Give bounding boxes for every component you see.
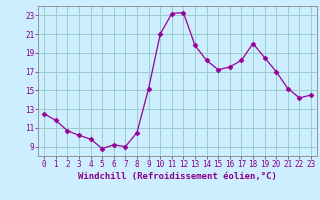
X-axis label: Windchill (Refroidissement éolien,°C): Windchill (Refroidissement éolien,°C): [78, 172, 277, 181]
